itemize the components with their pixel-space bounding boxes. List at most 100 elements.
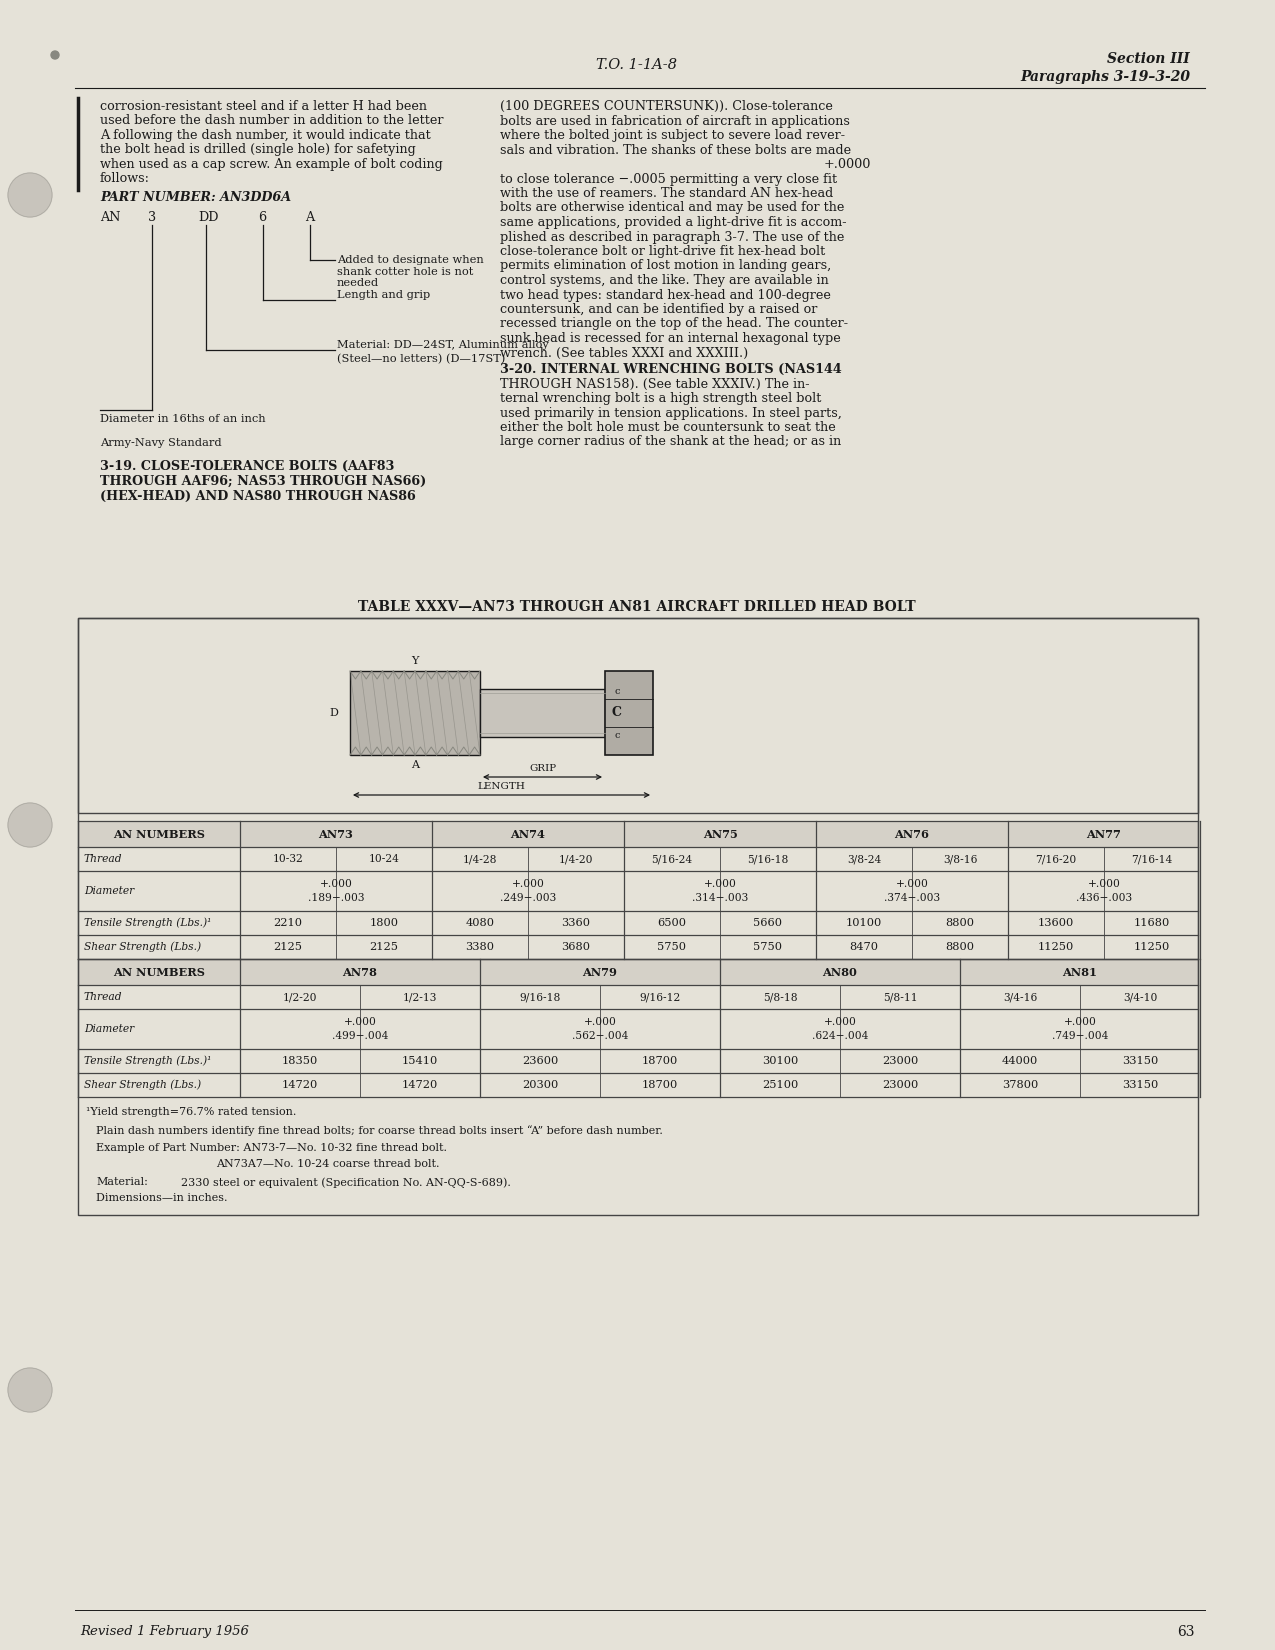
Text: AN76: AN76 [895, 828, 929, 840]
Text: D: D [329, 708, 338, 718]
Text: A: A [411, 761, 419, 771]
Text: the bolt head is drilled (single hole) for safetying: the bolt head is drilled (single hole) f… [99, 144, 416, 157]
Text: 2210: 2210 [274, 917, 302, 927]
Text: plished as described in paragraph 3-7. The use of the: plished as described in paragraph 3-7. T… [500, 231, 844, 244]
Text: 1800: 1800 [370, 917, 399, 927]
Text: 9/16-18: 9/16-18 [519, 992, 561, 1002]
Text: ¹Yield strength=76.7% rated tension.: ¹Yield strength=76.7% rated tension. [85, 1107, 296, 1117]
Text: c: c [615, 731, 620, 739]
Text: Diameter: Diameter [84, 1025, 134, 1035]
Text: 9/16-12: 9/16-12 [639, 992, 681, 1002]
Text: used before the dash number in addition to the letter: used before the dash number in addition … [99, 114, 444, 127]
Text: Y: Y [412, 657, 418, 667]
Text: 5660: 5660 [754, 917, 783, 927]
Bar [78, 959, 1198, 985]
Text: 5/8-18: 5/8-18 [762, 992, 797, 1002]
Bar [78, 619, 1198, 813]
Text: two head types: standard hex-head and 100-degree: two head types: standard hex-head and 10… [500, 289, 831, 302]
Text: AN75: AN75 [703, 828, 737, 840]
Text: THROUGH AAF96; NAS53 THROUGH NAS66): THROUGH AAF96; NAS53 THROUGH NAS66) [99, 475, 426, 488]
Text: AN NUMBERS: AN NUMBERS [113, 828, 205, 840]
Text: Added to designate when
shank cotter hole is not
needed: Added to designate when shank cotter hol… [337, 256, 483, 289]
Text: AN78: AN78 [343, 967, 377, 977]
Text: 10-24: 10-24 [368, 855, 399, 865]
Text: LENGTH: LENGTH [478, 782, 525, 790]
Text: 25100: 25100 [762, 1081, 798, 1091]
Text: THROUGH NAS158). (See table XXXIV.) The in-: THROUGH NAS158). (See table XXXIV.) The … [500, 378, 810, 391]
Text: when used as a cap screw. An example of bolt coding: when used as a cap screw. An example of … [99, 158, 442, 172]
Text: Shear Strength (Lbs.): Shear Strength (Lbs.) [84, 942, 201, 952]
Text: A following the dash number, it would indicate that: A following the dash number, it would in… [99, 129, 431, 142]
Text: 5/8-11: 5/8-11 [882, 992, 917, 1002]
Text: 14720: 14720 [282, 1081, 319, 1091]
Text: 23000: 23000 [882, 1081, 918, 1091]
Text: 2125: 2125 [370, 942, 399, 952]
Text: 11250: 11250 [1038, 942, 1074, 952]
Text: 1/2-13: 1/2-13 [403, 992, 437, 1002]
Text: same applications, provided a light-drive fit is accom-: same applications, provided a light-driv… [500, 216, 847, 229]
Text: follows:: follows: [99, 173, 150, 185]
Text: 3/4-16: 3/4-16 [1003, 992, 1037, 1002]
Text: AN80: AN80 [822, 967, 857, 977]
Text: recessed triangle on the top of the head. The counter-: recessed triangle on the top of the head… [500, 317, 848, 330]
Text: Revised 1 February 1956: Revised 1 February 1956 [80, 1625, 249, 1638]
Text: 3: 3 [148, 211, 156, 224]
Text: ternal wrenching bolt is a high strength steel bolt: ternal wrenching bolt is a high strength… [500, 393, 821, 404]
Circle shape [8, 173, 52, 218]
Text: 3-20. INTERNAL WRENCHING BOLTS (NAS144: 3-20. INTERNAL WRENCHING BOLTS (NAS144 [500, 363, 842, 376]
Bar [479, 690, 606, 738]
Text: either the bolt hole must be countersunk to seat the: either the bolt hole must be countersunk… [500, 421, 835, 434]
Circle shape [8, 1368, 52, 1412]
Text: 3680: 3680 [561, 942, 590, 952]
Text: Tensile Strength (Lbs.)¹: Tensile Strength (Lbs.)¹ [84, 917, 212, 929]
Text: Section III: Section III [1107, 53, 1190, 66]
Text: (HEX-HEAD) AND NAS80 THROUGH NAS86: (HEX-HEAD) AND NAS80 THROUGH NAS86 [99, 490, 416, 503]
Text: +.0000: +.0000 [824, 158, 871, 172]
Text: Tensile Strength (Lbs.)¹: Tensile Strength (Lbs.)¹ [84, 1056, 212, 1066]
Text: T.O. 1-1A-8: T.O. 1-1A-8 [597, 58, 677, 73]
Text: 10-32: 10-32 [273, 855, 303, 865]
Text: AN81: AN81 [1062, 967, 1098, 977]
Text: Army-Navy Standard: Army-Navy Standard [99, 437, 222, 449]
Circle shape [8, 804, 52, 846]
Text: Thread: Thread [84, 992, 122, 1002]
Text: close-tolerance bolt or light-drive fit hex-head bolt: close-tolerance bolt or light-drive fit … [500, 244, 825, 257]
Text: to close tolerance −.0005 permitting a very close fit: to close tolerance −.0005 permitting a v… [500, 173, 838, 185]
Text: 5750: 5750 [658, 942, 686, 952]
Text: 3380: 3380 [465, 942, 495, 952]
Text: 33150: 33150 [1122, 1056, 1158, 1066]
Text: AN: AN [99, 211, 121, 224]
Text: wrench. (See tables XXXI and XXXIII.): wrench. (See tables XXXI and XXXIII.) [500, 346, 748, 360]
Text: Example of Part Number: AN73-7—No. 10-32 fine thread bolt.: Example of Part Number: AN73-7—No. 10-32… [96, 1143, 448, 1153]
Text: 1/4-28: 1/4-28 [463, 855, 497, 865]
Text: AN74: AN74 [510, 828, 546, 840]
Text: 3/8-16: 3/8-16 [942, 855, 977, 865]
Text: Material: DD—24ST, Aluminum alloy
(Steel—no letters) (D—17ST): Material: DD—24ST, Aluminum alloy (Steel… [337, 340, 548, 365]
Text: 3-19. CLOSE-TOLERANCE BOLTS (AAF83: 3-19. CLOSE-TOLERANCE BOLTS (AAF83 [99, 460, 394, 474]
Text: 23600: 23600 [521, 1056, 558, 1066]
Text: Thread: Thread [84, 855, 122, 865]
Text: 44000: 44000 [1002, 1056, 1038, 1066]
Text: AN73A7—No. 10-24 coarse thread bolt.: AN73A7—No. 10-24 coarse thread bolt. [215, 1158, 440, 1168]
Text: 7/16-14: 7/16-14 [1131, 855, 1173, 865]
Text: 7/16-20: 7/16-20 [1035, 855, 1076, 865]
Text: AN79: AN79 [583, 967, 617, 977]
Text: bolts are used in fabrication of aircraft in applications: bolts are used in fabrication of aircraf… [500, 114, 850, 127]
Text: 2125: 2125 [274, 942, 302, 952]
Text: 11680: 11680 [1133, 917, 1170, 927]
Text: 5/16-24: 5/16-24 [652, 855, 692, 865]
Bar [351, 672, 479, 756]
Text: Shear Strength (Lbs.): Shear Strength (Lbs.) [84, 1079, 201, 1091]
Text: 18700: 18700 [641, 1081, 678, 1091]
Text: 63: 63 [1178, 1625, 1195, 1638]
Text: A: A [305, 211, 314, 224]
Text: large corner radius of the shank at the head; or as in: large corner radius of the shank at the … [500, 436, 842, 449]
Text: 6: 6 [258, 211, 266, 224]
Text: 15410: 15410 [402, 1056, 439, 1066]
Text: 18700: 18700 [641, 1056, 678, 1066]
Bar [78, 822, 1198, 846]
Text: +.000
.562−.004: +.000 .562−.004 [571, 1016, 629, 1041]
Text: 5750: 5750 [754, 942, 783, 952]
Text: (100 DEGREES COUNTERSUNK)). Close-tolerance: (100 DEGREES COUNTERSUNK)). Close-tolera… [500, 101, 833, 112]
Text: Material:: Material: [96, 1176, 148, 1186]
